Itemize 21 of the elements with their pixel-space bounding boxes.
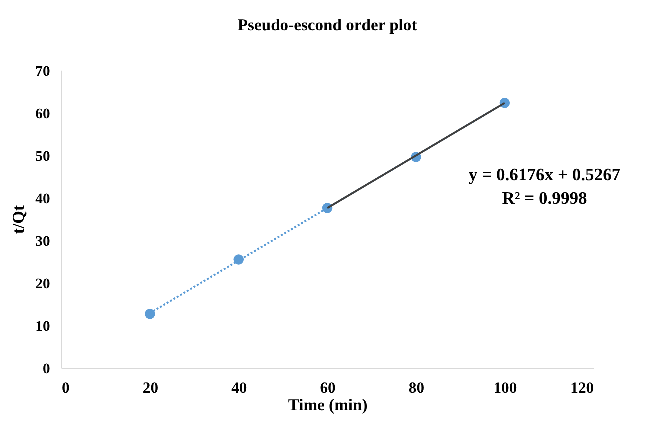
y-tick-label: 10: [36, 319, 50, 336]
x-tick-label: 60: [320, 380, 336, 398]
y-axis-title: t/Qt: [8, 205, 28, 234]
x-tick-label: 40: [232, 380, 248, 398]
annotation: y = 0.6176x + 0.5267: [468, 164, 621, 185]
x-tick-label: 100: [494, 380, 518, 398]
y-tick-label: 0: [42, 362, 50, 378]
point: [145, 309, 156, 320]
y-tick-label: 60: [36, 106, 50, 122]
x-axis-title: Time (min): [288, 396, 368, 415]
x-tick-label: 20: [142, 380, 159, 398]
y-tick-label: 40: [36, 191, 50, 208]
y-tick-label: 20: [36, 276, 50, 292]
y-tick-label: 70: [36, 64, 50, 80]
x-tick-label: 80: [408, 380, 425, 398]
chart-title: Pseudo-escond order plot: [238, 15, 418, 34]
annotation: R² = 0.9998: [502, 188, 588, 208]
y-tick-label: 50: [36, 148, 50, 165]
x-tick-label: 120: [570, 380, 594, 398]
x-tick-label: 0: [62, 380, 70, 398]
y-tick-label: 30: [36, 234, 50, 250]
